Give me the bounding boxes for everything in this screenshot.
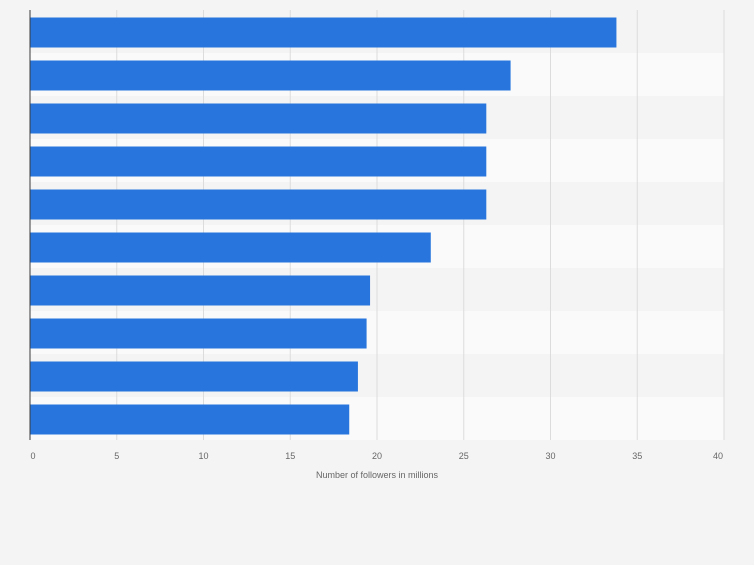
bars xyxy=(30,17,617,435)
bar[interactable] xyxy=(30,361,358,392)
x-tick-label: 10 xyxy=(198,451,208,461)
bar[interactable] xyxy=(30,275,371,306)
x-tick-labels: 0 5 10 15 20 25 30 35 40 xyxy=(30,451,723,461)
bar[interactable] xyxy=(30,146,487,177)
x-tick-label: 35 xyxy=(632,451,642,461)
x-axis-label: Number of followers in millions xyxy=(316,470,439,480)
bar[interactable] xyxy=(30,103,487,134)
bar[interactable] xyxy=(30,189,487,220)
bar[interactable] xyxy=(30,404,350,435)
x-tick-label: 30 xyxy=(545,451,555,461)
x-tick-label: 25 xyxy=(459,451,469,461)
x-tick-label: 20 xyxy=(372,451,382,461)
x-tick-label: 0 xyxy=(30,451,35,461)
bar[interactable] xyxy=(30,60,511,91)
x-tick-label: 15 xyxy=(285,451,295,461)
x-tick-label: 5 xyxy=(114,451,119,461)
bar[interactable] xyxy=(30,318,367,349)
bar[interactable] xyxy=(30,232,431,263)
bar[interactable] xyxy=(30,17,617,48)
x-tick-label: 40 xyxy=(713,451,723,461)
